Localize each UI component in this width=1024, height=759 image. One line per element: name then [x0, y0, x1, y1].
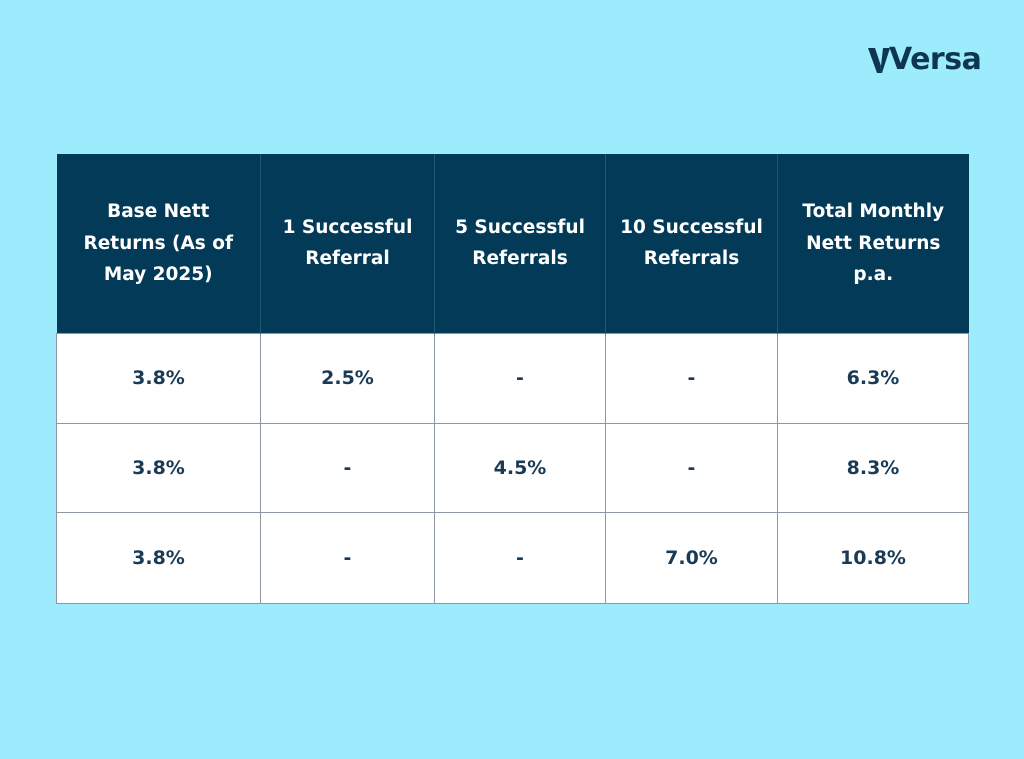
brand-name: Versa — [889, 42, 982, 77]
table-body: 3.8% 2.5% - - 6.3% 3.8% - 4.5% - 8.3% 3.… — [56, 332, 969, 604]
header-total-returns: Total Monthly Nett Returns p.a. — [777, 154, 969, 333]
cell-total-returns: 10.8% — [777, 511, 969, 604]
header-row: Base Nett Returns (As of May 2025) 1 Suc… — [56, 154, 969, 333]
cell-10-referrals: - — [605, 332, 778, 424]
versa-logo-icon — [868, 48, 890, 73]
table-header: Base Nett Returns (As of May 2025) 1 Suc… — [56, 154, 969, 333]
cell-10-referrals: 7.0% — [605, 511, 778, 604]
cell-1-referral: 2.5% — [260, 332, 435, 424]
cell-5-referrals: - — [434, 511, 606, 604]
table-row: 3.8% - 4.5% - 8.3% — [56, 422, 969, 513]
header-base-returns: Base Nett Returns (As of May 2025) — [56, 154, 261, 333]
brand-logo: Versa — [868, 40, 983, 80]
cell-base-returns: 3.8% — [56, 511, 261, 604]
cell-10-referrals: - — [605, 422, 778, 513]
cell-1-referral: - — [260, 422, 435, 513]
cell-total-returns: 6.3% — [777, 332, 969, 424]
cell-1-referral: - — [260, 511, 435, 604]
cell-total-returns: 8.3% — [777, 422, 969, 513]
cell-5-referrals: 4.5% — [434, 422, 606, 513]
table-row: 3.8% 2.5% - - 6.3% — [56, 332, 969, 424]
cell-base-returns: 3.8% — [56, 332, 261, 424]
referral-returns-table: Base Nett Returns (As of May 2025) 1 Suc… — [56, 154, 969, 604]
cell-base-returns: 3.8% — [56, 422, 261, 513]
header-10-referrals: 10 Successful Referrals — [605, 154, 778, 333]
header-5-referrals: 5 Successful Referrals — [434, 154, 606, 333]
cell-5-referrals: - — [434, 332, 606, 424]
table-row: 3.8% - - 7.0% 10.8% — [56, 511, 969, 604]
header-1-referral: 1 Successful Referral — [260, 154, 435, 333]
